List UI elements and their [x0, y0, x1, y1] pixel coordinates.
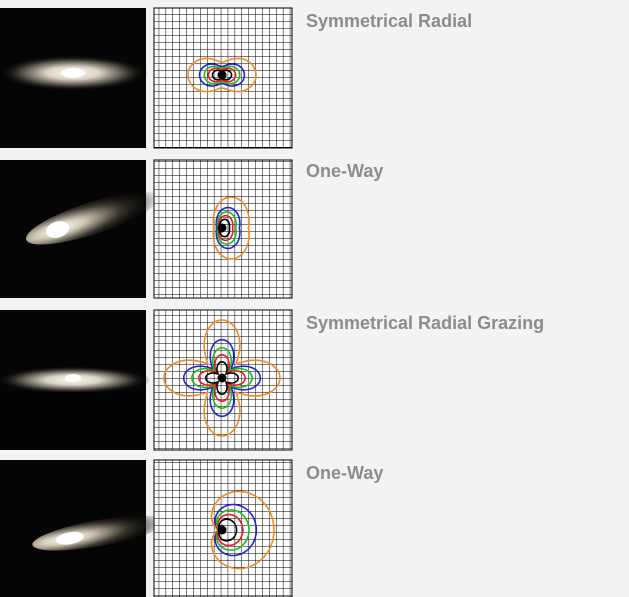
- contour: [182, 338, 262, 418]
- contour: [217, 70, 227, 80]
- contour: [207, 67, 237, 83]
- contour: [197, 353, 247, 403]
- contour: [217, 525, 227, 535]
- item-label: One-Way: [306, 463, 383, 483]
- photo: [0, 460, 167, 597]
- contour: [217, 223, 227, 233]
- contour: [163, 319, 281, 437]
- contour: [204, 360, 240, 396]
- contour: [211, 69, 233, 81]
- contour: [190, 346, 254, 410]
- contour: [217, 373, 227, 383]
- contour: [203, 65, 241, 85]
- photo: [0, 310, 151, 450]
- photometric-grid: [153, 7, 293, 149]
- photo: [0, 8, 148, 148]
- item-label: Symmetrical Radial: [306, 11, 472, 31]
- item-label: Symmetrical Radial Grazing: [306, 313, 544, 333]
- item-label: One-Way: [306, 161, 383, 181]
- photo: [0, 160, 160, 298]
- contour: [215, 206, 241, 250]
- contours: [163, 57, 281, 570]
- contour: [198, 63, 246, 87]
- contour: [212, 196, 250, 260]
- contour: [187, 57, 257, 93]
